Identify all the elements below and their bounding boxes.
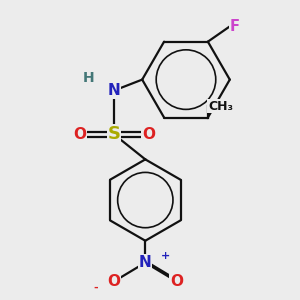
Text: N: N: [139, 255, 152, 270]
Text: H: H: [83, 71, 95, 85]
Text: O: O: [142, 127, 155, 142]
Text: O: O: [107, 274, 121, 289]
Text: +: +: [161, 251, 170, 261]
Text: -: -: [94, 283, 98, 293]
Text: N: N: [108, 83, 120, 98]
Text: O: O: [170, 274, 183, 289]
Text: S: S: [107, 125, 121, 143]
Text: F: F: [230, 19, 240, 34]
Text: CH₃: CH₃: [208, 100, 233, 113]
Text: O: O: [73, 127, 86, 142]
